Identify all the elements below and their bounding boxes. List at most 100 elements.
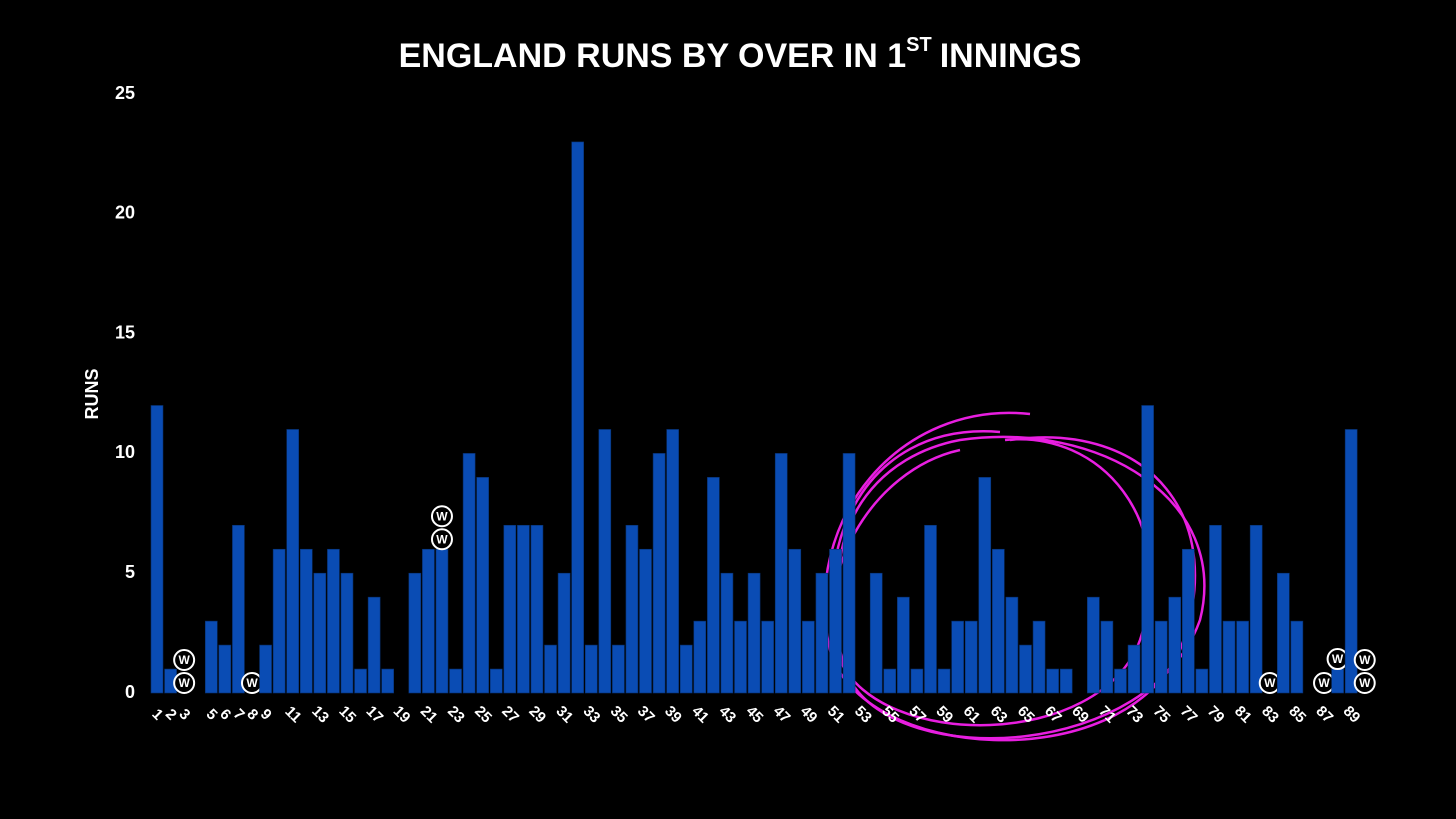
bar — [1127, 644, 1141, 694]
bar — [1209, 524, 1222, 694]
x-tick-label: 85 — [1285, 703, 1309, 727]
x-tick-label: 81 — [1231, 703, 1255, 727]
bar — [937, 668, 951, 694]
wicket: W — [240, 672, 263, 694]
x-tick-label: 45 — [743, 703, 767, 727]
bar — [788, 548, 802, 694]
title-sup: ST — [906, 34, 932, 56]
bar — [327, 548, 340, 694]
bar — [150, 405, 164, 694]
bar — [1005, 596, 1019, 694]
wicket-label: W — [178, 676, 190, 690]
wicket-circle — [173, 649, 196, 671]
bar — [544, 644, 557, 694]
bar — [720, 572, 734, 694]
bar — [612, 644, 625, 694]
bar — [530, 524, 544, 694]
bar — [584, 644, 598, 694]
x-tick-label: 37 — [634, 703, 658, 727]
y-tick-label: 15 — [115, 322, 135, 342]
bar — [1290, 620, 1304, 694]
bar — [408, 572, 422, 694]
bar — [1032, 620, 1046, 694]
bar — [1087, 596, 1100, 694]
y-axis-label: RUNS — [82, 368, 102, 419]
wicket: W — [1326, 648, 1349, 671]
x-tick-label: 35 — [607, 703, 631, 727]
x-tick-label: 9 — [257, 706, 275, 724]
x-tick-label: 47 — [770, 703, 794, 727]
bar — [1100, 620, 1114, 694]
bar — [232, 524, 245, 694]
wicket-label: W — [178, 653, 190, 667]
x-tick-label: 87 — [1312, 703, 1336, 727]
bar — [693, 620, 707, 694]
x-tick-label: 55 — [878, 703, 902, 727]
bar — [761, 620, 774, 694]
title-main: ENGLAND RUNS BY OVER IN 1 — [399, 37, 907, 75]
x-tick-label: 67 — [1041, 703, 1065, 727]
bar — [815, 572, 829, 694]
wicket-label: W — [1332, 652, 1344, 666]
bar — [462, 453, 476, 694]
bar — [1331, 668, 1344, 694]
wicket: W — [173, 672, 196, 694]
bar — [1222, 620, 1236, 694]
bar — [883, 668, 897, 694]
bar — [707, 477, 720, 694]
x-tick-label: 29 — [525, 703, 549, 727]
wicket: W — [1313, 672, 1336, 694]
bar — [286, 429, 300, 694]
bar — [1114, 668, 1127, 694]
bar — [1046, 668, 1059, 694]
title-rest: INNINGS — [940, 37, 1082, 75]
bar — [381, 668, 394, 694]
x-tick-label: 33 — [580, 703, 604, 727]
bar — [272, 548, 286, 694]
x-tick-label: 61 — [960, 703, 984, 727]
x-tick-label: 49 — [797, 703, 821, 727]
bar — [1168, 596, 1182, 694]
bar — [774, 453, 788, 694]
wicket-label: W — [1318, 676, 1330, 690]
wicket: W — [1353, 672, 1376, 694]
bar — [354, 668, 367, 694]
x-tick-label: 43 — [715, 703, 739, 727]
x-tick-label: 15 — [335, 703, 359, 727]
wicket: W — [430, 505, 453, 528]
bar — [1059, 668, 1073, 694]
wicket-circle — [1353, 672, 1376, 694]
x-tick-label: 23 — [444, 703, 468, 727]
bar — [299, 548, 313, 694]
bar — [1195, 668, 1209, 694]
bar — [598, 429, 612, 694]
x-tick-label: 89 — [1340, 703, 1364, 727]
bar — [503, 524, 517, 694]
bar — [964, 620, 978, 694]
x-tick-label: 19 — [390, 703, 414, 727]
bar — [204, 620, 218, 694]
bar — [747, 572, 761, 694]
x-tick-label: 75 — [1150, 703, 1174, 727]
bar — [924, 524, 937, 694]
x-tick-label: 41 — [688, 703, 712, 727]
bar — [897, 596, 910, 694]
bar — [910, 668, 924, 694]
scribble — [823, 411, 1197, 742]
bar — [829, 548, 842, 694]
y-tick-label: 0 — [125, 682, 135, 702]
x-tick-label: 17 — [363, 703, 387, 727]
x-tick-label: 3 — [176, 706, 194, 724]
bar — [476, 477, 489, 694]
bar — [435, 548, 449, 694]
y-tick-label: 20 — [115, 203, 135, 223]
x-tick-label: 31 — [553, 703, 577, 727]
y-tick-label: 25 — [115, 83, 135, 103]
wicket-label: W — [246, 676, 258, 690]
wicket-label: W — [436, 509, 448, 523]
x-tick-label: 25 — [471, 703, 495, 727]
wicket-circle — [1353, 649, 1376, 671]
bar — [842, 453, 856, 694]
